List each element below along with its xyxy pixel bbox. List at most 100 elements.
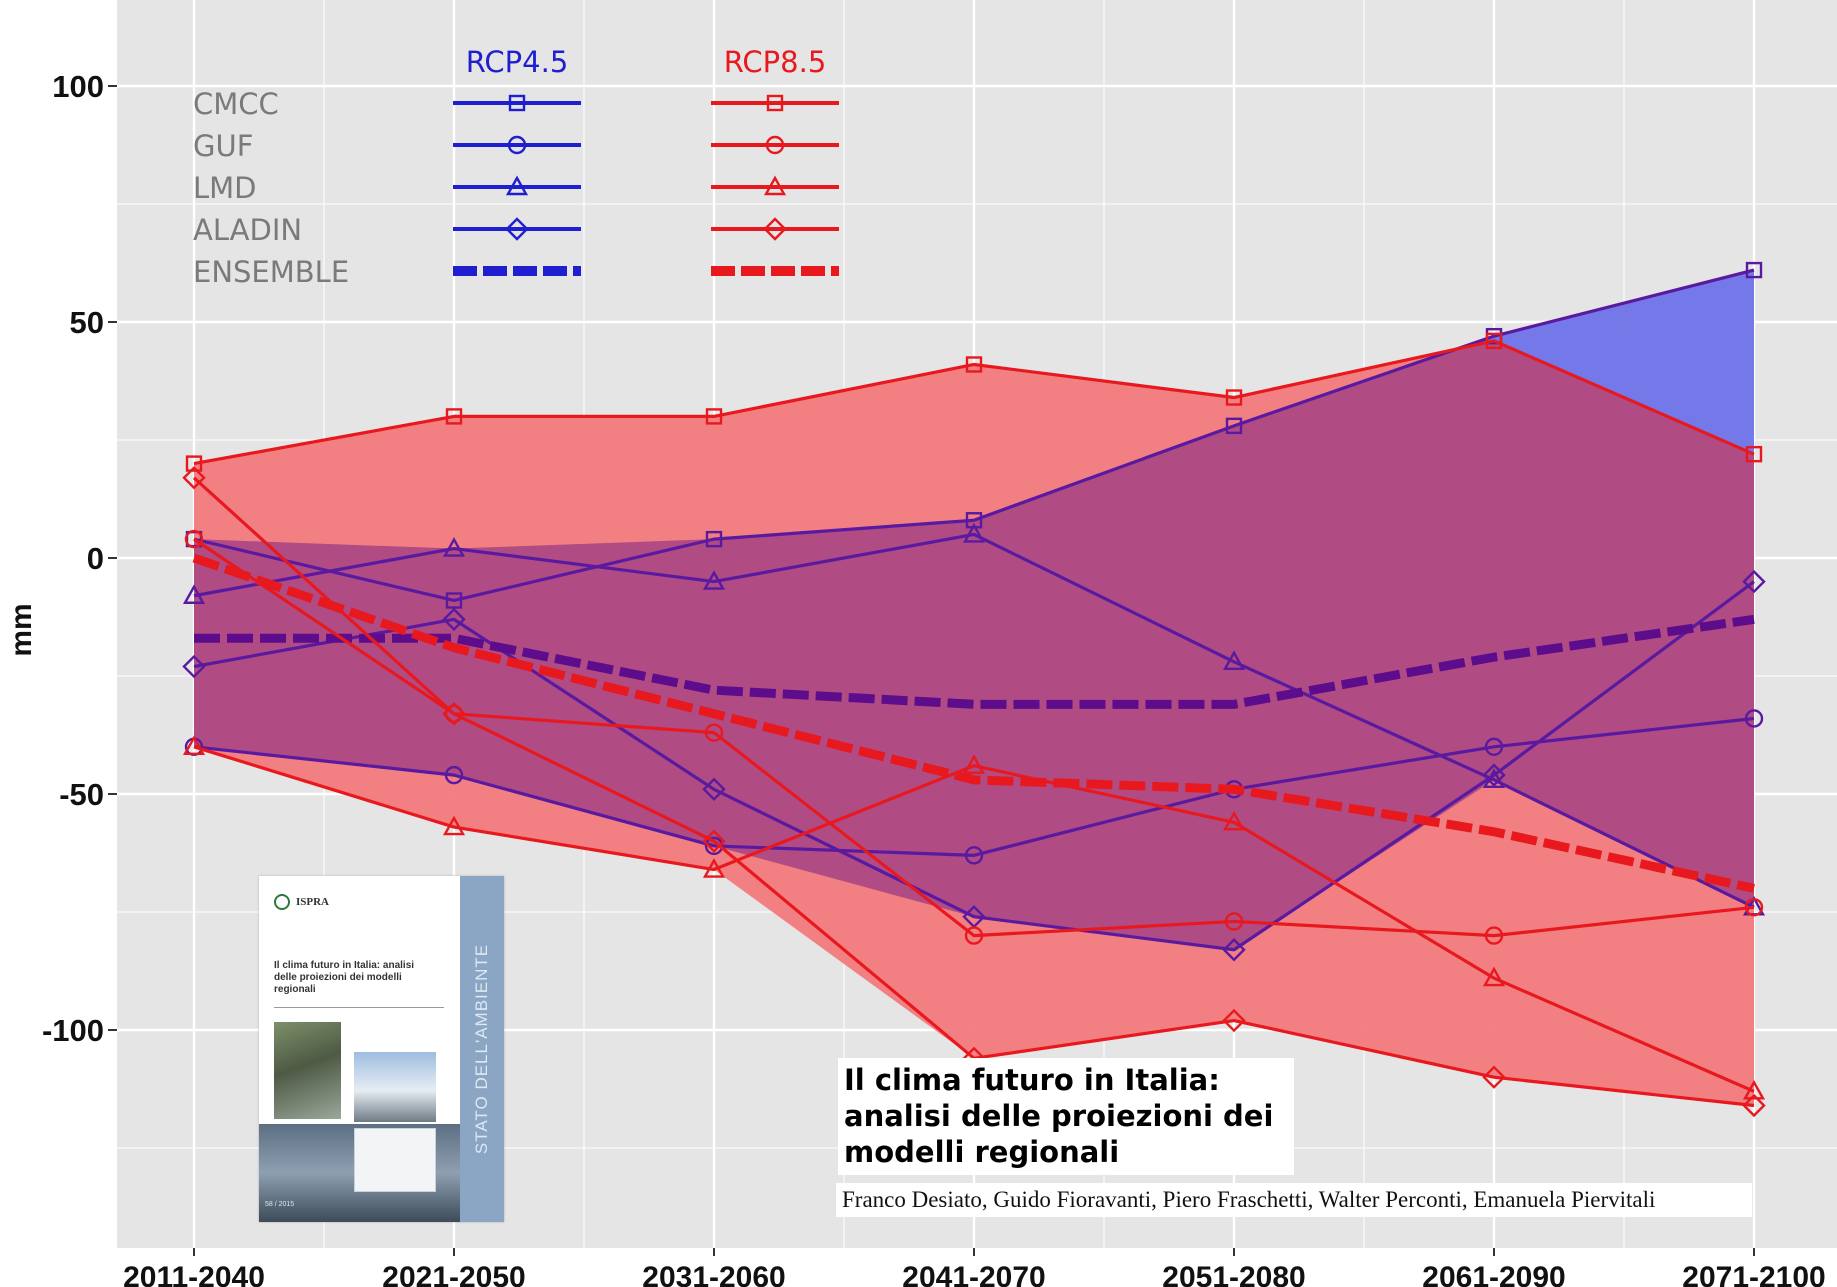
point-guf-rcp8-5 [184, 529, 204, 549]
point-lmd-rcp4-5 [702, 570, 726, 590]
point-aladin-rcp8-5 [182, 466, 206, 490]
x-tick-label: 2021-2050 [382, 1261, 525, 1287]
point-lmd-rcp8-5 [442, 815, 466, 836]
point-cmcc-rcp4-5 [705, 530, 723, 548]
cover-photo-waterfall [274, 1022, 341, 1119]
axes: 100 50 0 -50 -100 2011-2040 2021-2050 2031-2060… [5, 69, 1826, 1287]
legend-key-marker [508, 94, 526, 112]
cover-title: Il clima futuro in Italia: analisi delle… [274, 960, 415, 995]
point-guf-rcp4-5 [1744, 709, 1764, 728]
series-line-lmd-rcp4-5 [193, 532, 1755, 909]
cover-series-band: STATO DELL'AMBIENTE [460, 876, 504, 1222]
legend-key-marker [507, 135, 527, 155]
point-aladin-rcp8-5 [1482, 1065, 1506, 1089]
point-lmd-rcp8-5 [702, 858, 726, 878]
x-tick-label: 2031-2060 [642, 1261, 785, 1287]
x-tick-label: 2011-2040 [123, 1261, 265, 1287]
point-guf-rcp8-5 [1484, 926, 1504, 945]
point-cmcc-rcp8-5 [965, 356, 983, 373]
report-cover-image: ISPRA Il clima futuro in Italia: analisi… [259, 876, 504, 1222]
series-line-guf-rcp4-5 [193, 716, 1755, 857]
point-aladin-rcp8-5 [1222, 1008, 1246, 1033]
y-tick-label: -50 [59, 777, 104, 812]
point-guf-rcp8-5 [704, 723, 724, 742]
point-lmd-rcp8-5 [1222, 810, 1246, 831]
x-tick-label: 2071-2100 [1682, 1261, 1825, 1287]
point-lmd-rcp4-5 [182, 584, 206, 604]
point-cmcc-rcp8-5 [1485, 332, 1503, 350]
legend-label: ENSEMBLE [193, 255, 349, 289]
y-tick-label: -100 [42, 1013, 104, 1048]
point-cmcc-rcp8-5 [185, 455, 203, 472]
legend: RCP4.5 RCP8.5 CMCC GUF LMD ALADIN ENSEMBLE [193, 45, 839, 289]
cover-map-thumbnails [354, 1128, 436, 1192]
point-cmcc-rcp4-5 [1225, 417, 1243, 435]
x-tick-label: 2061-2090 [1422, 1261, 1565, 1287]
point-lmd-rcp4-5 [1222, 650, 1246, 671]
point-guf-rcp4-5 [1484, 737, 1504, 756]
point-aladin-rcp4-5 [1742, 569, 1766, 594]
point-aladin-rcp8-5 [1742, 1093, 1766, 1118]
legend-key-marker [763, 217, 787, 241]
point-lmd-rcp4-5 [962, 522, 986, 543]
publication-title: Il clima futuro in Italia: analisi delle… [838, 1058, 1294, 1175]
point-aladin-rcp8-5 [442, 702, 466, 726]
point-guf-rcp4-5 [444, 765, 464, 785]
point-guf-rcp8-5 [964, 926, 984, 945]
point-cmcc-rcp4-5 [445, 592, 463, 609]
y-tick-label: 50 [70, 305, 104, 340]
legend-key-marker [765, 135, 785, 155]
point-lmd-rcp8-5 [1482, 966, 1506, 987]
point-aladin-rcp4-5 [1482, 763, 1506, 787]
cover-photo-mountains [354, 1052, 436, 1122]
legend-key-marker [505, 175, 529, 196]
series-line-aladin-rcp4-5 [193, 580, 1755, 952]
series-line-ensemble-rcp8-5 [192, 553, 1755, 893]
point-aladin-rcp8-5 [702, 829, 726, 853]
legend-header: RCP4.5 [466, 45, 569, 79]
cover-number: 58 / 2015 [265, 1201, 295, 1208]
series-line-cmcc-rcp4-5 [193, 268, 1755, 603]
point-lmd-rcp8-5 [182, 735, 206, 755]
legend-key-marker [763, 175, 787, 196]
legend-key-marker [766, 94, 784, 112]
y-tick-label: 100 [52, 69, 104, 104]
y-axis-title: mm [5, 603, 38, 656]
point-aladin-rcp4-5 [1222, 938, 1246, 962]
point-lmd-rcp8-5 [1742, 1079, 1766, 1100]
legend-label: CMCC [193, 87, 279, 121]
series-line-lmd-rcp8-5 [193, 745, 1755, 1093]
point-cmcc-rcp8-5 [1745, 445, 1763, 463]
cover-series-label: STATO DELL'AMBIENTE [472, 943, 491, 1155]
point-lmd-rcp8-5 [962, 754, 986, 774]
point-guf-rcp8-5 [444, 704, 464, 723]
legend-key-marker [505, 217, 529, 241]
point-aladin-rcp4-5 [442, 607, 466, 632]
legend-header: RCP8.5 [724, 45, 827, 79]
x-tick-label: 2041-2070 [902, 1261, 1045, 1287]
point-guf-rcp8-5 [1224, 912, 1244, 931]
cover-divider [274, 1007, 444, 1008]
legend-label: ALADIN [193, 213, 302, 247]
point-lmd-rcp4-5 [442, 537, 466, 557]
point-cmcc-rcp4-5 [1745, 261, 1763, 279]
range-bands [194, 270, 1754, 1106]
point-guf-rcp4-5 [964, 846, 984, 865]
legend-label: GUF [193, 129, 253, 163]
y-tick-label: 0 [87, 541, 104, 576]
point-guf-rcp8-5 [1744, 898, 1764, 917]
ispra-logo: ISPRA [274, 894, 329, 910]
point-aladin-rcp4-5 [702, 777, 726, 801]
point-cmcc-rcp8-5 [445, 408, 463, 425]
x-tick-label: 2051-2080 [1162, 1261, 1305, 1287]
cover-publisher: ISPRA [296, 896, 330, 908]
emblem-icon [274, 894, 290, 910]
series-line-cmcc-rcp8-5 [193, 339, 1755, 466]
legend-label: LMD [193, 171, 257, 205]
point-cmcc-rcp8-5 [705, 408, 723, 425]
point-aladin-rcp4-5 [182, 654, 206, 679]
point-cmcc-rcp8-5 [1225, 389, 1243, 406]
series-line-ensemble-rcp4-5 [194, 614, 1755, 709]
publication-authors: Franco Desiato, Guido Fioravanti, Piero … [836, 1183, 1752, 1217]
